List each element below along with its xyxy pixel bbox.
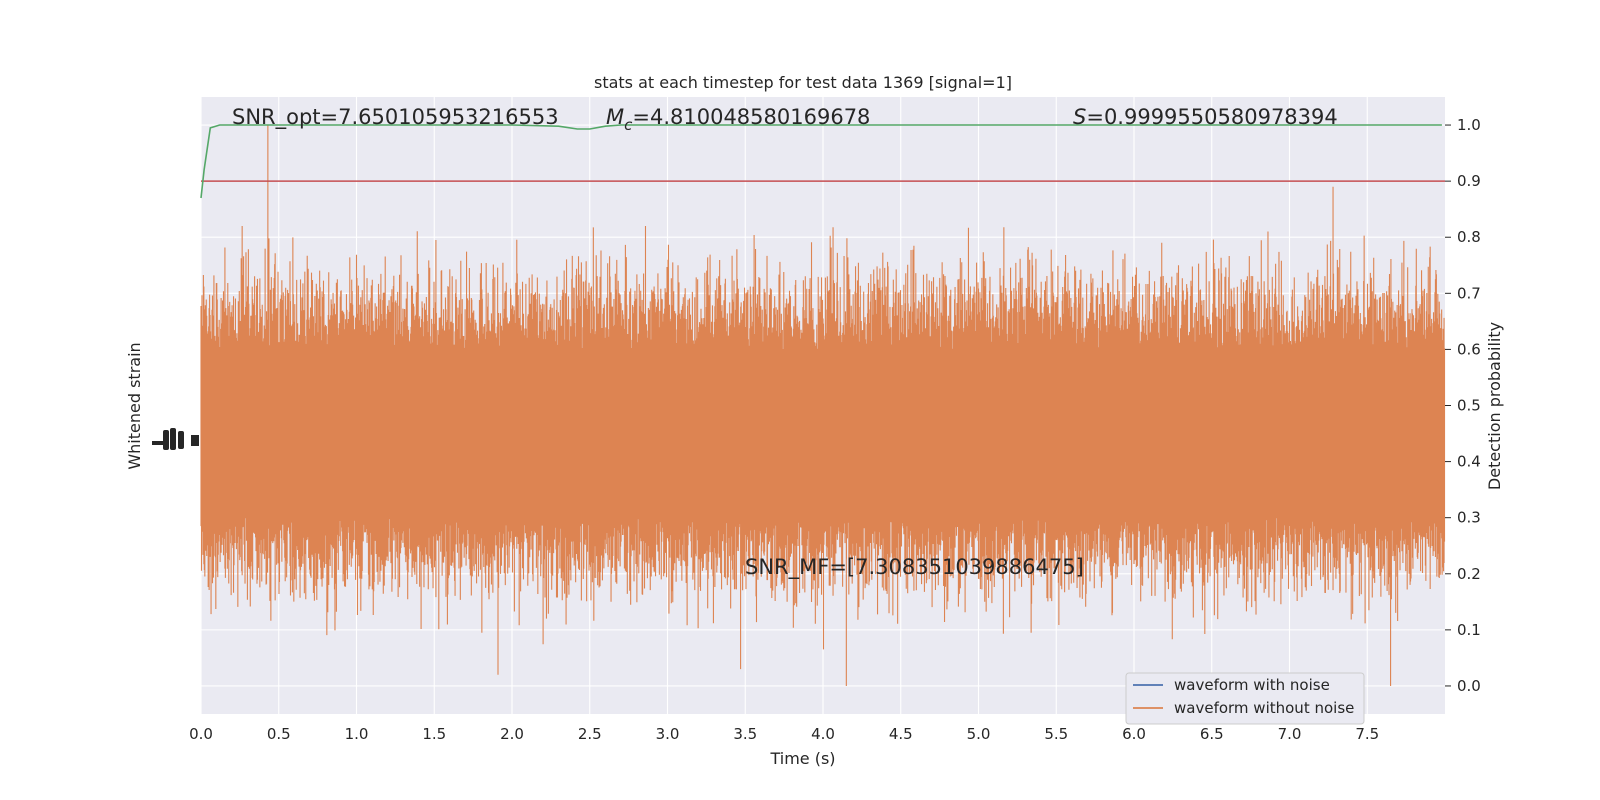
x-tick-label: 0.0 <box>189 725 213 743</box>
annotation-detection-score: S=0.9999550580978394 <box>1073 105 1338 129</box>
x-tick-label: 5.0 <box>967 725 991 743</box>
y-axis-label-right: Detection probability <box>1485 322 1504 490</box>
legend: waveform with noise waveform without noi… <box>1125 672 1365 725</box>
y-tick-label-right: 0.8 <box>1457 228 1481 246</box>
annotation-snr-mf: SNR_MF=[7.308351039886475] <box>745 555 1084 580</box>
x-tick-label: 6.0 <box>1122 725 1146 743</box>
series-waveform-without-noise <box>200 125 1446 686</box>
legend-label-with-noise: waveform with noise <box>1174 676 1330 694</box>
left-axis-tick-cluster <box>152 428 199 450</box>
annotation-snr-opt: SNR_opt=7.650105953216553 <box>232 105 559 130</box>
detection-probability-line <box>200 124 1442 199</box>
x-tick-label: 4.5 <box>889 725 913 743</box>
x-tick-label: 7.0 <box>1278 725 1302 743</box>
y-tick-label-right: 0.5 <box>1457 397 1481 415</box>
y-axis-ticks-right: 0.0 0.1 0.2 0.3 0.4 0.5 0.6 0.7 0.8 0.9 1.0 <box>1445 116 1481 695</box>
x-tick-label: 1.5 <box>422 725 446 743</box>
waveform-spikes <box>200 125 1446 686</box>
y-tick-label-right: 0.1 <box>1457 621 1481 639</box>
y-axis-label-left: Whitened strain <box>125 342 144 469</box>
y-tick-label-right: 0.0 <box>1457 677 1481 695</box>
annotation-chirp-mass: Mc=4.810048580169678 <box>606 105 870 134</box>
x-tick-label: 2.0 <box>500 725 524 743</box>
x-tick-label: 5.5 <box>1044 725 1068 743</box>
x-tick-label: 1.0 <box>345 725 369 743</box>
y-tick-label-right: 1.0 <box>1457 116 1481 134</box>
y-tick-label-right: 0.9 <box>1457 172 1481 190</box>
x-tick-label: 3.5 <box>733 725 757 743</box>
y-tick-label-right: 0.7 <box>1457 284 1481 302</box>
x-tick-label: 0.5 <box>267 725 291 743</box>
x-tick-label: 2.5 <box>578 725 602 743</box>
x-tick-label: 7.5 <box>1355 725 1379 743</box>
x-tick-label: 6.5 <box>1200 725 1224 743</box>
x-axis-label: Time (s) <box>769 749 835 768</box>
legend-label-without-noise: waveform without noise <box>1174 699 1354 717</box>
y-tick-label-right: 0.3 <box>1457 509 1481 527</box>
x-axis-ticks: 0.0 0.5 1.0 1.5 2.0 2.5 3.0 3.5 4.0 4.5 5.0 5.5 6.0 6… <box>189 725 1379 743</box>
y-tick-label-right: 0.2 <box>1457 565 1481 583</box>
chart-title: stats at each timestep for test data 136… <box>594 73 1012 92</box>
y-tick-label-right: 0.6 <box>1457 340 1481 358</box>
y-tick-label-right: 0.4 <box>1457 453 1481 471</box>
x-tick-label: 4.0 <box>811 725 835 743</box>
x-tick-label: 3.0 <box>656 725 680 743</box>
